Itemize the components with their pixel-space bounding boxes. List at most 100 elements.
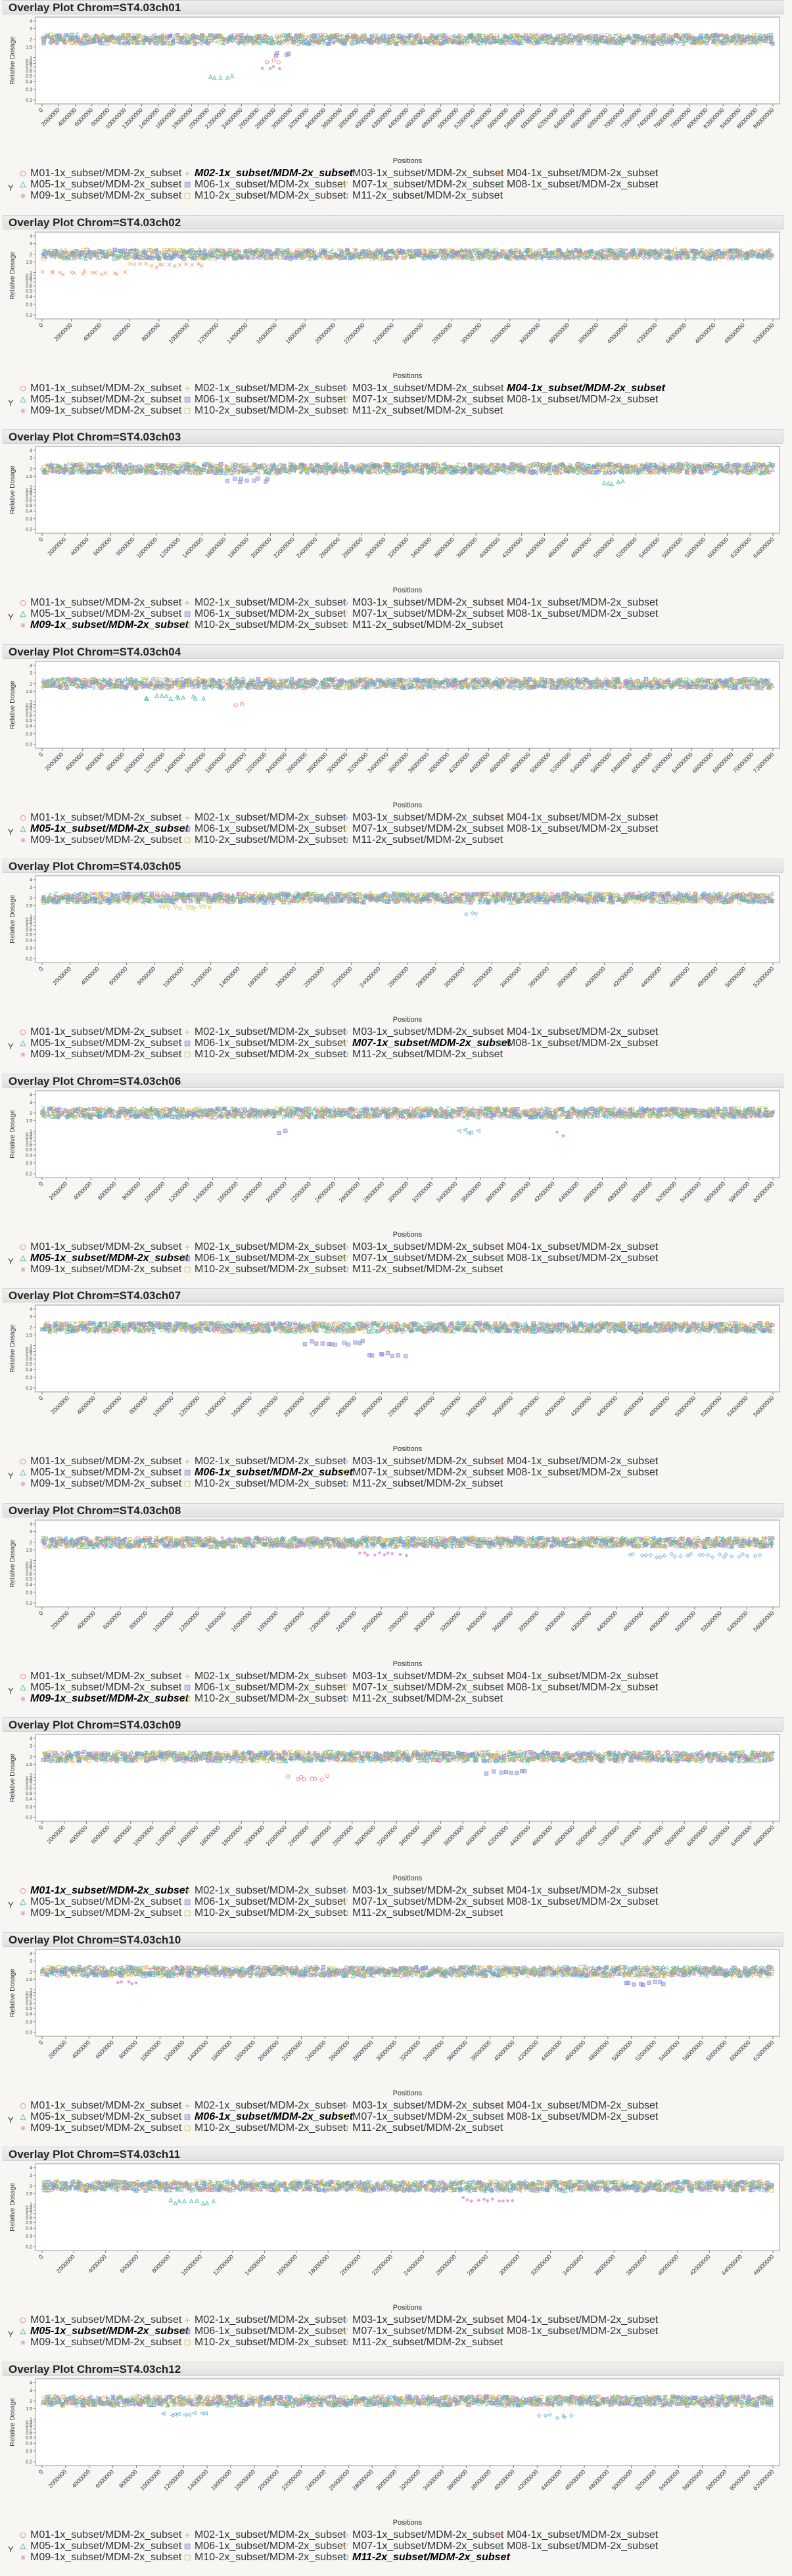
data-point [383, 250, 388, 255]
x-tick-label: 46000000 [546, 536, 569, 559]
data-point [475, 465, 480, 470]
legend-entry[interactable]: M01-1x_subset/MDM-2x_subset [20, 168, 181, 179]
data-point [684, 465, 688, 470]
data-point [470, 38, 475, 43]
panel-header[interactable]: Overlay Plot Chrom=ST4.03ch03 [3, 429, 783, 444]
legend-entry[interactable]: M09-1x_subset/MDM-2x_subset [20, 190, 181, 201]
data-point [580, 462, 585, 466]
x-tick-label: 40000000 [606, 322, 629, 345]
data-point [268, 66, 272, 70]
panel-header[interactable]: Overlay Plot Chrom=ST4.03ch02 [3, 214, 783, 229]
legend-entry[interactable]: M09-1x_subset/MDM-2x_subset [20, 405, 181, 416]
data-point [758, 41, 762, 46]
data-point [512, 40, 517, 45]
legend-entry[interactable]: M06-1x_subset/MDM-2x_subset [184, 394, 346, 405]
data-point [656, 470, 661, 475]
data-point [183, 37, 189, 42]
data-point [631, 34, 637, 38]
data-point [568, 33, 572, 37]
legend-entry[interactable]: M03-1x_subset/MDM-2x_subset [342, 383, 503, 394]
x-tick-label: 22000000 [342, 322, 365, 345]
legend-entry[interactable]: M02-1x_subset/MDM-2x_subset [184, 168, 353, 179]
x-tick-label: 24000000 [295, 536, 318, 559]
data-point [509, 40, 514, 45]
data-point [517, 37, 523, 42]
data-point [154, 254, 160, 259]
data-point [513, 463, 518, 468]
data-point [421, 252, 426, 257]
panel-header[interactable]: Overlay Plot Chrom=ST4.03ch01 [3, 0, 783, 14]
legend-entry[interactable]: M10-2x_subset/MDM-2x_subset [184, 190, 346, 201]
data-point [734, 249, 739, 254]
legend-entry[interactable]: M11-2x_subset/MDM-2x_subset [342, 405, 503, 416]
legend-entry[interactable]: M05-1x_subset/MDM-2x_subset [20, 394, 181, 405]
legend-entry[interactable]: M05-1x_subset/MDM-2x_subset [20, 179, 181, 190]
data-point [233, 37, 237, 41]
data-point [521, 33, 527, 37]
data-point [741, 463, 746, 468]
data-point [55, 464, 60, 469]
data-point [226, 41, 230, 45]
data-point [586, 35, 590, 39]
scatter-plot: 4321.510.90.80.70.60.50.40.30.2Relative … [9, 231, 780, 380]
data-point [471, 465, 477, 469]
data-point [138, 261, 143, 266]
data-point [637, 252, 642, 258]
legend-entry[interactable]: M11-2x_subset/MDM-2x_subset [342, 190, 503, 201]
data-point [761, 462, 766, 467]
data-point [396, 249, 402, 254]
legend-marker-icon [342, 407, 348, 414]
data-point [442, 462, 447, 467]
data-point [667, 465, 671, 469]
legend-entry[interactable]: M08-1x_subset/MDM-2x_subset [496, 179, 658, 190]
data-point [753, 469, 758, 474]
legend-entry[interactable]: M04-1x_subset/MDM-2x_subset [496, 168, 658, 179]
data-point [680, 248, 686, 252]
data-point [314, 40, 319, 45]
legend-entry[interactable]: M07-1x_subset/MDM-2x_subset [342, 179, 503, 190]
legend-entry[interactable]: M06-1x_subset/MDM-2x_subset [184, 179, 346, 190]
data-point [167, 262, 172, 266]
x-tick-label: 38000000 [576, 322, 599, 345]
data-point [610, 254, 615, 258]
data-point [597, 38, 602, 43]
data-point [489, 33, 494, 38]
data-point [375, 248, 379, 252]
data-point [362, 464, 366, 467]
x-axis-label: Positions [393, 586, 423, 594]
data-point [99, 253, 105, 258]
data-point [706, 464, 710, 469]
legend-entry[interactable]: M03-1x_subset/MDM-2x_subset [342, 168, 503, 179]
data-point [221, 248, 226, 252]
data-point [619, 470, 624, 475]
data-point [494, 250, 499, 254]
legend-entry[interactable]: M10-2x_subset/MDM-2x_subset [184, 405, 346, 416]
data-point [542, 254, 546, 258]
data-point [307, 469, 312, 474]
data-point [397, 36, 401, 40]
data-point [112, 252, 118, 258]
data-point [436, 41, 440, 45]
data-point [180, 464, 185, 469]
data-point [733, 466, 738, 471]
data-point [760, 247, 764, 252]
data-point [320, 256, 325, 261]
legend-marker-icon [184, 408, 191, 414]
data-point [198, 255, 202, 260]
data-point [304, 254, 308, 259]
data-point [522, 471, 526, 475]
legend-entry[interactable]: M02-1x_subset/MDM-2x_subset [184, 383, 346, 394]
data-point [670, 34, 674, 39]
data-point [694, 35, 699, 40]
legend-entry[interactable]: M07-1x_subset/MDM-2x_subset [342, 394, 503, 405]
data-point [157, 34, 162, 39]
legend-entry[interactable]: M04-1x_subset/MDM-2x_subset [496, 383, 665, 394]
data-point [701, 41, 705, 45]
legend-entry[interactable]: M08-1x_subset/MDM-2x_subset [496, 394, 658, 405]
legend-entry[interactable]: M01-1x_subset/MDM-2x_subset [20, 383, 181, 394]
data-point [370, 468, 375, 473]
data-point [40, 250, 46, 254]
data-point [255, 467, 260, 472]
legend-label: M05-1x_subset/MDM-2x_subset [30, 179, 181, 191]
data-point [72, 39, 76, 44]
